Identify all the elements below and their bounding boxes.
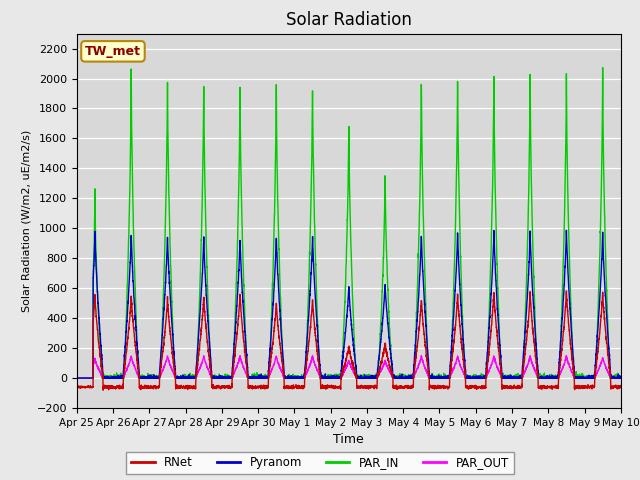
- Pyranom: [471, 375, 479, 381]
- Pyranom: [616, 374, 624, 380]
- RNet: [329, 385, 337, 391]
- PAR_OUT: [73, 375, 81, 381]
- Text: TW_met: TW_met: [85, 45, 141, 58]
- RNet: [616, 383, 624, 388]
- PAR_IN: [617, 373, 625, 379]
- PAR_IN: [73, 375, 81, 381]
- PAR_OUT: [328, 375, 336, 381]
- Line: PAR_IN: PAR_IN: [77, 68, 621, 378]
- RNet: [502, 383, 509, 389]
- Pyranom: [440, 375, 448, 381]
- Title: Solar Radiation: Solar Radiation: [286, 11, 412, 29]
- PAR_OUT: [171, 373, 179, 379]
- Pyranom: [171, 358, 179, 364]
- RNet: [73, 384, 81, 390]
- PAR_OUT: [417, 353, 425, 359]
- RNet: [171, 370, 179, 375]
- Line: RNet: RNet: [77, 291, 621, 390]
- PAR_OUT: [616, 375, 624, 381]
- PAR_IN: [328, 375, 336, 381]
- RNet: [99, 387, 107, 393]
- PAR_IN: [171, 371, 179, 376]
- RNet: [441, 385, 449, 391]
- RNet: [563, 288, 570, 294]
- Pyranom: [73, 375, 81, 381]
- PAR_IN: [616, 375, 624, 381]
- Line: PAR_OUT: PAR_OUT: [77, 356, 621, 378]
- PAR_OUT: [471, 375, 479, 381]
- PAR_OUT: [502, 375, 509, 381]
- Pyranom: [502, 375, 509, 381]
- Pyranom: [617, 375, 625, 381]
- PAR_OUT: [617, 374, 625, 380]
- PAR_IN: [599, 65, 607, 71]
- PAR_IN: [440, 375, 448, 381]
- RNet: [617, 384, 625, 389]
- PAR_OUT: [441, 375, 449, 381]
- Pyranom: [563, 228, 570, 233]
- PAR_IN: [471, 375, 479, 381]
- X-axis label: Time: Time: [333, 433, 364, 446]
- PAR_IN: [502, 375, 509, 381]
- Pyranom: [328, 375, 336, 381]
- RNet: [471, 384, 479, 389]
- Line: Pyranom: Pyranom: [77, 230, 621, 378]
- Legend: RNet, Pyranom, PAR_IN, PAR_OUT: RNet, Pyranom, PAR_IN, PAR_OUT: [126, 452, 514, 474]
- Y-axis label: Solar Radiation (W/m2, uE/m2/s): Solar Radiation (W/m2, uE/m2/s): [21, 130, 31, 312]
